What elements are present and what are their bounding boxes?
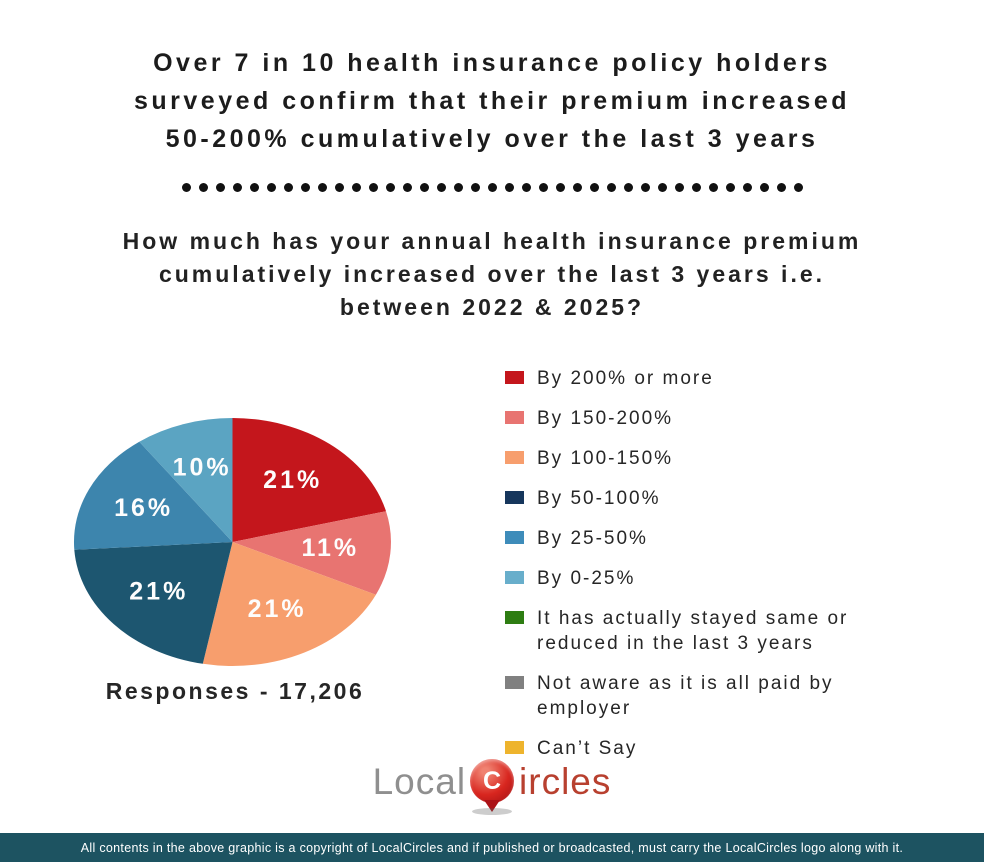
legend-label: By 0-25% [537,568,636,589]
dot [334,183,344,192]
logo-text-ircles: ircles [519,761,612,802]
pie-label-4: 16% [114,494,173,522]
dot [436,183,446,192]
legend-item-8: Can’t Say [505,736,935,761]
responses-count: Responses - 17,206 [105,678,365,704]
pie-slice-0 [232,418,386,542]
pin-tail [484,800,501,812]
dot [453,183,463,192]
dot [215,183,225,192]
logo-text-local: Local [372,761,467,802]
legend-swatch [505,611,524,624]
dot [538,183,548,192]
legend-swatch [505,741,524,754]
dot [640,183,650,192]
dot [555,183,565,192]
footer-copyright-text: All contents in the above graphic is a c… [80,840,904,855]
localcircles-pin-icon: C [469,758,516,816]
legend-item-5: By 0-25% [505,566,935,591]
dot [776,183,786,192]
pie-slice-1 [232,511,391,595]
dot [793,183,803,192]
dot [317,183,327,192]
localcircles-logo: Local C ircles [0,758,984,820]
legend-label: By 25-50% [537,528,648,549]
pie-slice-5 [139,418,233,542]
legend-label: By 200% or more [537,368,714,389]
legend-label: Not aware as it is all paid by employer [537,673,834,719]
legend-item-4: By 25-50% [505,526,935,551]
pie-label-1: 11% [301,534,359,562]
dot [402,183,412,192]
pie-slice-2 [202,542,376,666]
dot [521,183,531,192]
dot [674,183,684,192]
pie-label-0: 21% [263,466,322,494]
dot [742,183,752,192]
dot [759,183,769,192]
dot [589,183,599,192]
legend-swatch [505,451,524,464]
dot [504,183,514,192]
dot [181,183,191,192]
dot [249,183,259,192]
pie-slice-3 [74,542,233,664]
dot [572,183,582,192]
dot [368,183,378,192]
dot [606,183,616,192]
legend-label: It has actually stayed same or reduced i… [537,608,849,654]
legend-item-2: By 100-150% [505,446,935,471]
dot [283,183,293,192]
dot [300,183,310,192]
legend-label: By 100-150% [537,448,674,469]
dot [725,183,735,192]
legend-item-3: By 50-100% [505,486,935,511]
pie-chart: 21% 11% 21% 21% 16%10% [73,418,391,666]
survey-question: How much has your annual health insuranc… [122,228,862,320]
legend-item-7: Not aware as it is all paid by employer [505,671,935,721]
legend-item-6: It has actually stayed same or reduced i… [505,606,935,656]
legend-label: Can’t Say [537,738,638,759]
footer-bar: All contents in the above graphic is a c… [0,833,984,862]
legend-label: By 150-200% [537,408,674,429]
legend-swatch [505,676,524,689]
dot [691,183,701,192]
pie-label-3: 21% [129,577,188,605]
legend-swatch [505,571,524,584]
dot [198,183,208,192]
pie-slice-4 [73,441,233,550]
legend-item-0: By 200% or more [505,366,935,391]
page-title: Over 7 in 10 health insurance policy hol… [133,49,850,153]
dotted-separator [0,183,984,192]
dot [385,183,395,192]
pin-ball [470,759,515,803]
pie-label-5: 10% [173,454,232,482]
legend: By 200% or more By 150-200% By 100-150% By … [505,366,935,761]
dot [708,183,718,192]
dot [351,183,361,192]
legend-swatch [505,491,524,504]
dot [623,183,633,192]
legend-item-1: By 150-200% [505,406,935,431]
dot [419,183,429,192]
dot [232,183,242,192]
dot [266,183,276,192]
legend-label: By 50-100% [537,488,661,509]
legend-swatch [505,411,524,424]
dot [470,183,480,192]
legend-swatch [505,531,524,544]
pie-label-2: 21% [248,595,307,623]
legend-swatch [505,371,524,384]
dot [657,183,667,192]
pin-letter: C [483,767,502,795]
dot [487,183,497,192]
pin-shadow [472,808,513,815]
